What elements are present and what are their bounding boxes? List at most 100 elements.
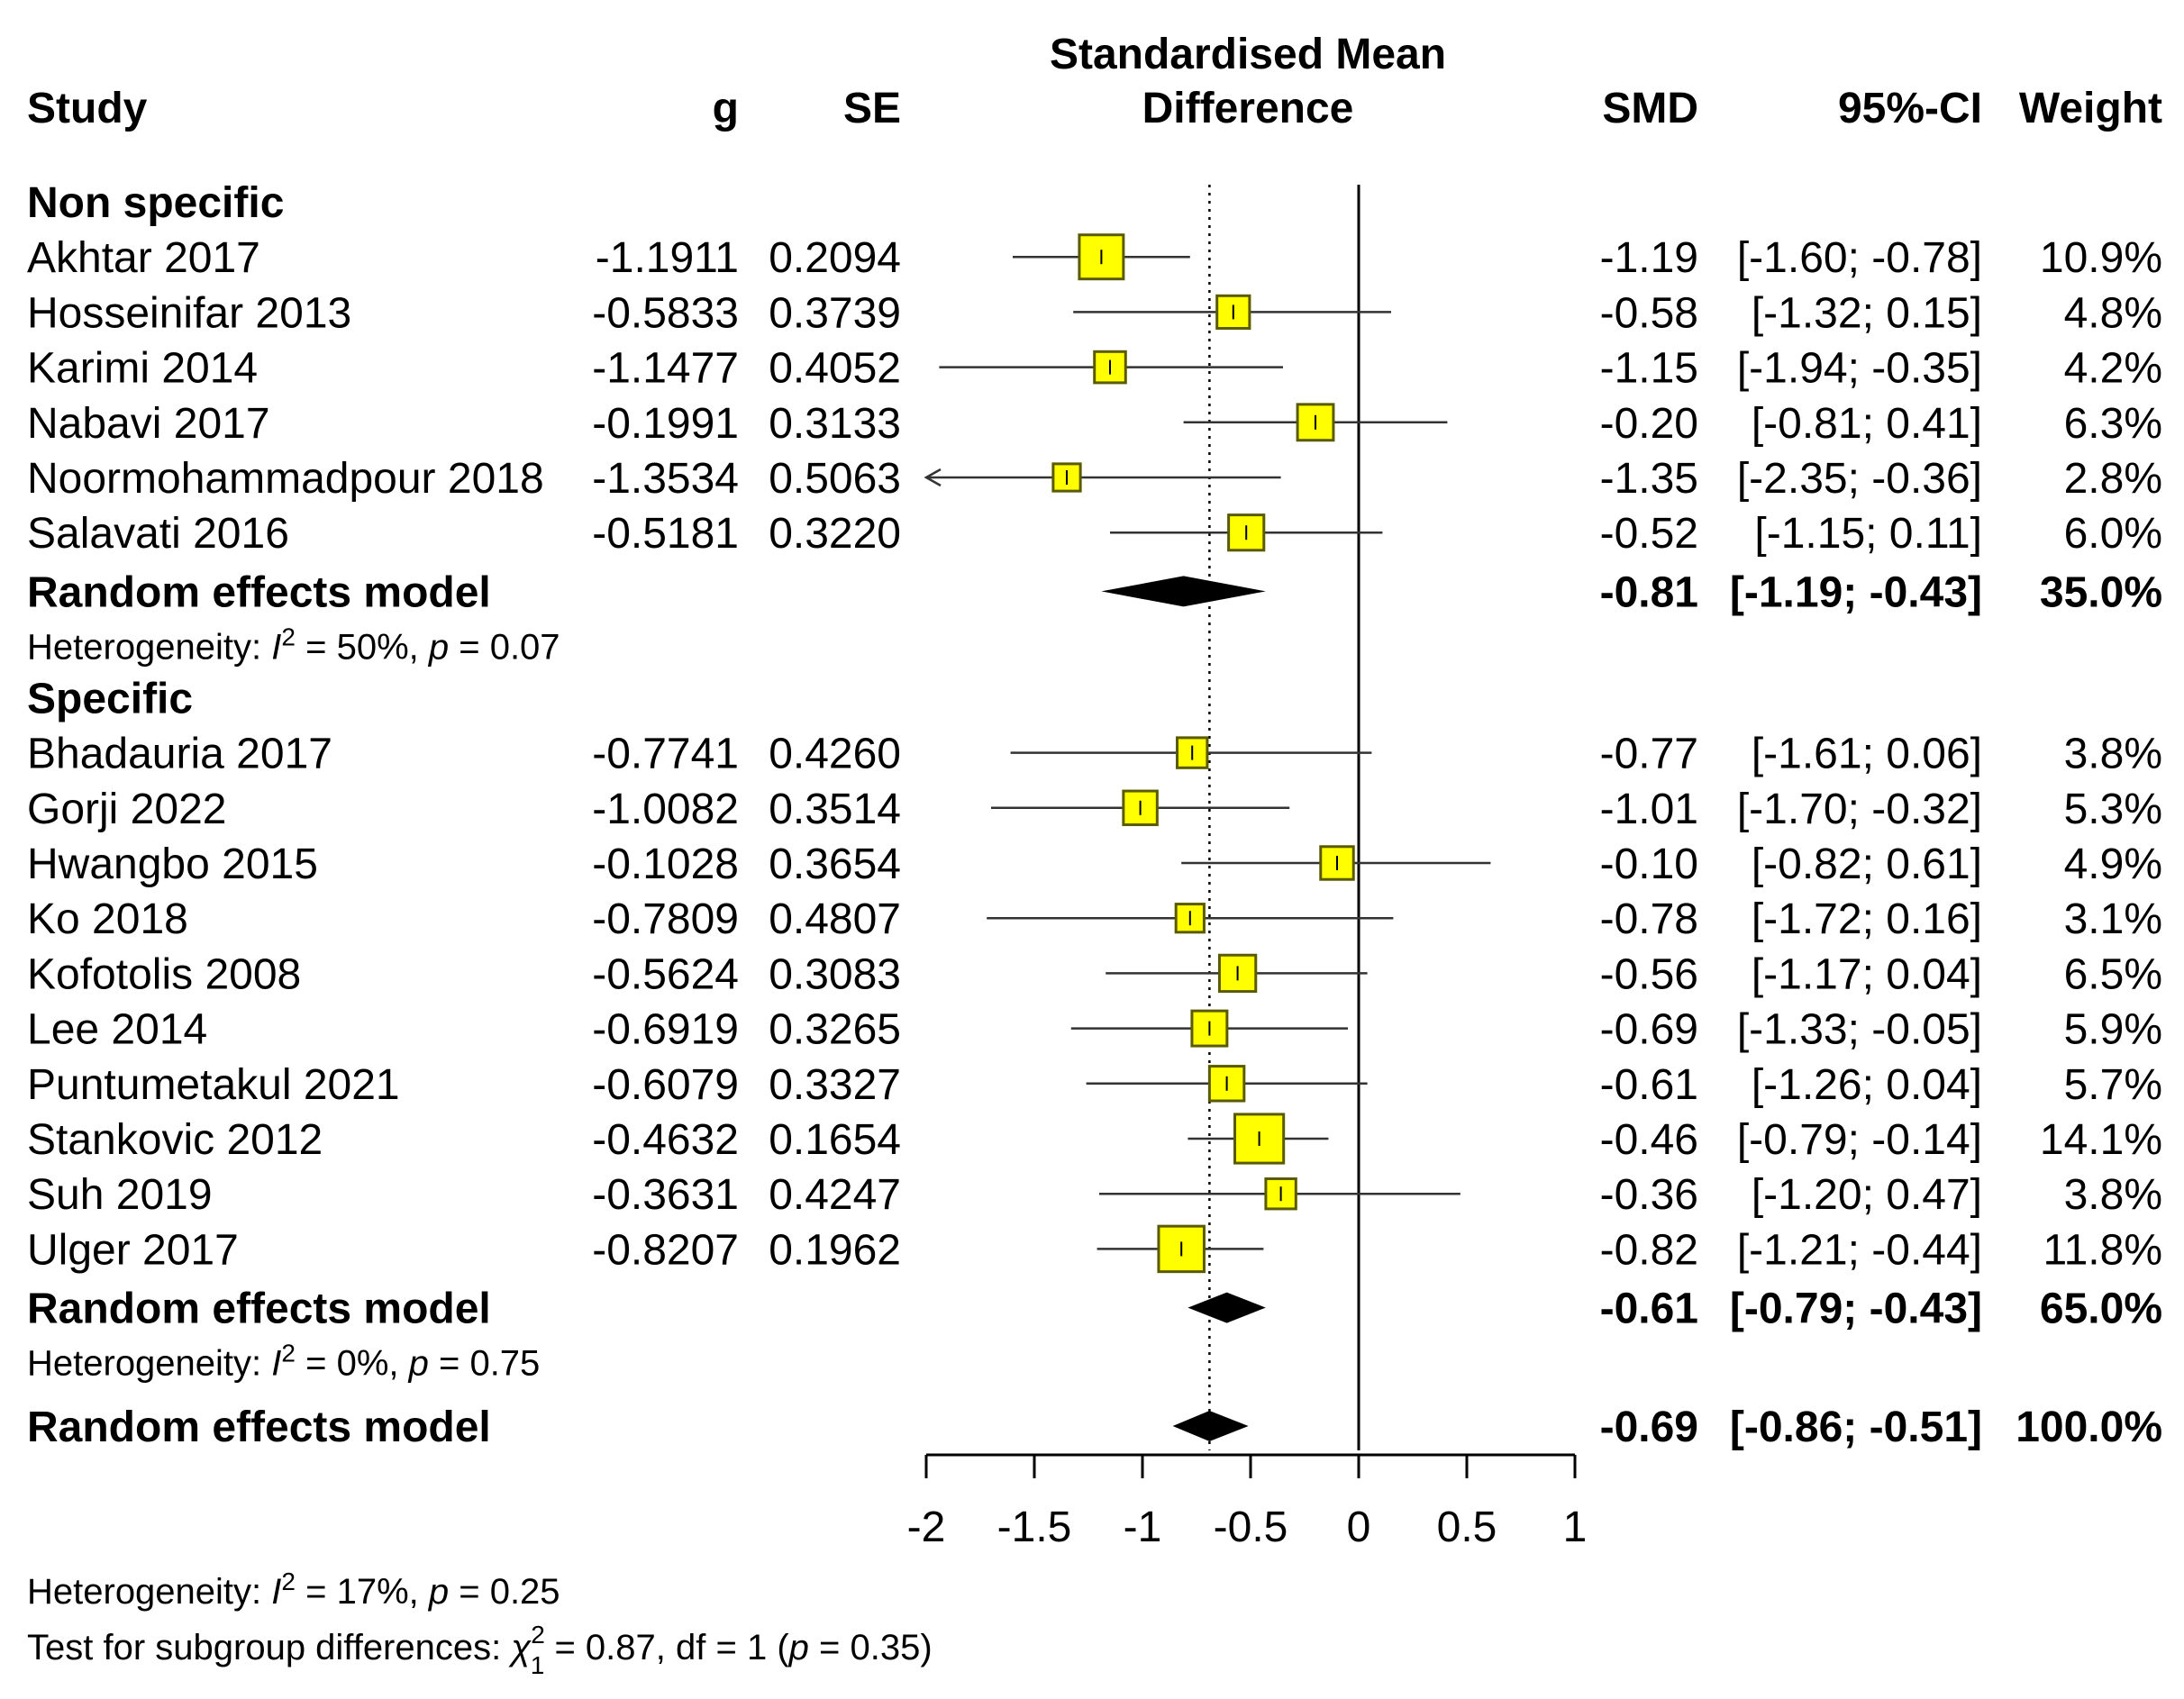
x-axis: -2 -1.5 -1 -0.5 0 0.5 1 (907, 1453, 1587, 1551)
study-name: Nabavi 2017 (27, 400, 270, 448)
study-weight: 3.8% (2064, 1171, 2162, 1219)
subgroup-test: Test for subgroup differences: χ2 1 = 0.8… (27, 1621, 933, 1679)
study-g: -0.4632 (592, 1116, 739, 1164)
study-g: -1.1911 (596, 234, 739, 282)
study-ci: [-1.17; 0.04] (1752, 950, 1982, 998)
study-row: Salavati 2016 -0.5181 0.3220 -0.52 [-1.15; 0… (27, 510, 2162, 558)
summary-smd: -0.69 (1600, 1404, 1698, 1451)
study-weight: 3.1% (2064, 895, 2162, 943)
study-row: Akhtar 2017 -1.1911 0.2094 -1.19 [-1.60; -0.… (27, 233, 2162, 282)
subgroup-test-sup: 2 (531, 1621, 545, 1649)
study-name: Stankovic 2012 (27, 1116, 323, 1164)
x-tick-label: -0.5 (1214, 1504, 1288, 1551)
study-se: 0.4260 (769, 731, 901, 778)
study-ci: [-1.70; -0.32] (1737, 786, 1982, 833)
summary-weight: 100.0% (2016, 1404, 2162, 1451)
study-smd: -0.58 (1600, 289, 1698, 337)
study-weight: 6.0% (2064, 510, 2162, 558)
summary-ci: [-1.19; -0.43] (1730, 568, 1982, 616)
reference-lines (1208, 185, 1360, 1450)
summary-label: Random effects model (27, 1404, 491, 1451)
study-se: 0.3739 (769, 289, 901, 337)
study-smd: -0.20 (1600, 400, 1698, 448)
group-heading: Specific (27, 675, 193, 722)
study-weight: 4.2% (2064, 345, 2162, 393)
study-row: Lee 2014 -0.6919 0.3265 -0.69 [-1.33; -0.05]… (27, 1006, 2162, 1054)
study-row: Nabavi 2017 -0.1991 0.3133 -0.20 [-0.81; 0.4… (27, 400, 2162, 448)
study-se: 0.4807 (769, 895, 901, 943)
study-ci: [-0.79; -0.14] (1737, 1116, 1982, 1164)
study-effect-box (1207, 1065, 1246, 1103)
summary-diamond (1172, 1411, 1249, 1441)
study-smd: -0.36 (1600, 1171, 1698, 1219)
study-weight: 4.9% (2064, 840, 2162, 888)
study-row: Puntumetakul 2021 -0.6079 0.3327 -0.61 [-1.2… (27, 1061, 2162, 1109)
study-smd: -0.10 (1600, 840, 1698, 888)
het-mid: = 0%, (296, 1344, 409, 1384)
study-weight: 6.3% (2064, 400, 2162, 448)
header-plot-line2: Difference (1142, 85, 1354, 132)
summary-diamond (1188, 1292, 1266, 1323)
subgroup-test-sub: 1 (531, 1651, 545, 1679)
summary-smd: -0.81 (1600, 568, 1698, 616)
overall-het-sup: 2 (281, 1567, 296, 1595)
study-row: Suh 2019 -0.3631 0.4247 -0.36 [-1.20; 0.47] 3… (27, 1171, 2162, 1219)
x-tick-label: -1.5 (997, 1504, 1072, 1551)
study-smd: -0.46 (1600, 1116, 1698, 1164)
study-name: Gorji 2022 (27, 786, 226, 833)
x-tick-label: -1 (1124, 1504, 1162, 1551)
het-i: I (271, 1344, 281, 1384)
study-se: 0.3220 (769, 510, 901, 558)
heterogeneity-group-1: Heterogeneity: I2 = 50%, p = 0.07 (27, 622, 560, 668)
study-name: Bhadauria 2017 (27, 731, 332, 778)
study-weight: 4.8% (2064, 289, 2162, 337)
study-g: -0.1028 (592, 840, 739, 888)
study-name: Ulger 2017 (27, 1226, 239, 1274)
study-ci: [-0.82; 0.61] (1752, 840, 1982, 888)
header-weight: Weight (2019, 85, 2162, 132)
study-effect-box (1215, 294, 1251, 330)
het-p: p (408, 1344, 429, 1384)
study-g: -0.5181 (592, 510, 739, 558)
study-g: -0.6079 (592, 1061, 739, 1109)
het-sup: 2 (281, 622, 296, 650)
header-study: Study (27, 85, 148, 132)
summary-label: Random effects model (27, 568, 491, 616)
subgroup-test-prefix: Test for subgroup differences: (27, 1628, 511, 1667)
study-name: Kofotolis 2008 (27, 950, 301, 998)
study-g: -0.7741 (592, 731, 739, 778)
het-rest: = 0.07 (449, 627, 560, 667)
summary-label: Random effects model (27, 1286, 491, 1333)
study-name: Hosseinifar 2013 (27, 289, 351, 337)
study-row: Hwangbo 2015 -0.1028 0.3654 -0.10 [-0.82; 0.… (27, 840, 2162, 888)
study-name: Lee 2014 (27, 1006, 207, 1054)
study-ci: [-1.94; -0.35] (1737, 345, 1982, 393)
x-tick-label: 0.5 (1437, 1504, 1497, 1551)
summary-diamond (1101, 576, 1266, 607)
overall-heterogeneity: Heterogeneity: I2 = 17%, p = 0.25 (27, 1567, 560, 1613)
study-weight: 10.9% (2040, 234, 2162, 282)
study-weight: 5.7% (2064, 1061, 2162, 1109)
study-row: Gorji 2022 -1.0082 0.3514 -1.01 [-1.70; -0.3… (27, 786, 2162, 833)
study-effect-box (1233, 1113, 1286, 1165)
study-smd: -0.56 (1600, 950, 1698, 998)
study-row: Kofotolis 2008 -0.5624 0.3083 -0.56 [-1.17; … (27, 950, 2162, 998)
summary-smd: -0.61 (1600, 1286, 1698, 1333)
x-tick-label: 0 (1347, 1504, 1371, 1551)
study-g: -1.1477 (592, 345, 739, 393)
study-se: 0.2094 (769, 234, 901, 282)
subgroup-test-mid: = 0.87, df = 1 ( (544, 1628, 789, 1667)
study-effect-box (1093, 350, 1127, 385)
study-se: 0.3327 (769, 1061, 901, 1109)
study-smd: -1.19 (1600, 234, 1698, 282)
study-weight: 14.1% (2040, 1116, 2162, 1164)
study-se: 0.1962 (769, 1226, 901, 1274)
summary-weight: 35.0% (2040, 568, 2162, 616)
summary-row-group-1: Random effects model -0.81 [-1.19; -0.43] 3… (27, 568, 2162, 616)
study-se: 0.3514 (769, 786, 901, 833)
study-g: -1.3534 (592, 455, 739, 503)
study-name: Noormohammadpour 2018 (27, 455, 544, 503)
study-name: Hwangbo 2015 (27, 840, 318, 888)
study-se: 0.3654 (769, 840, 901, 888)
